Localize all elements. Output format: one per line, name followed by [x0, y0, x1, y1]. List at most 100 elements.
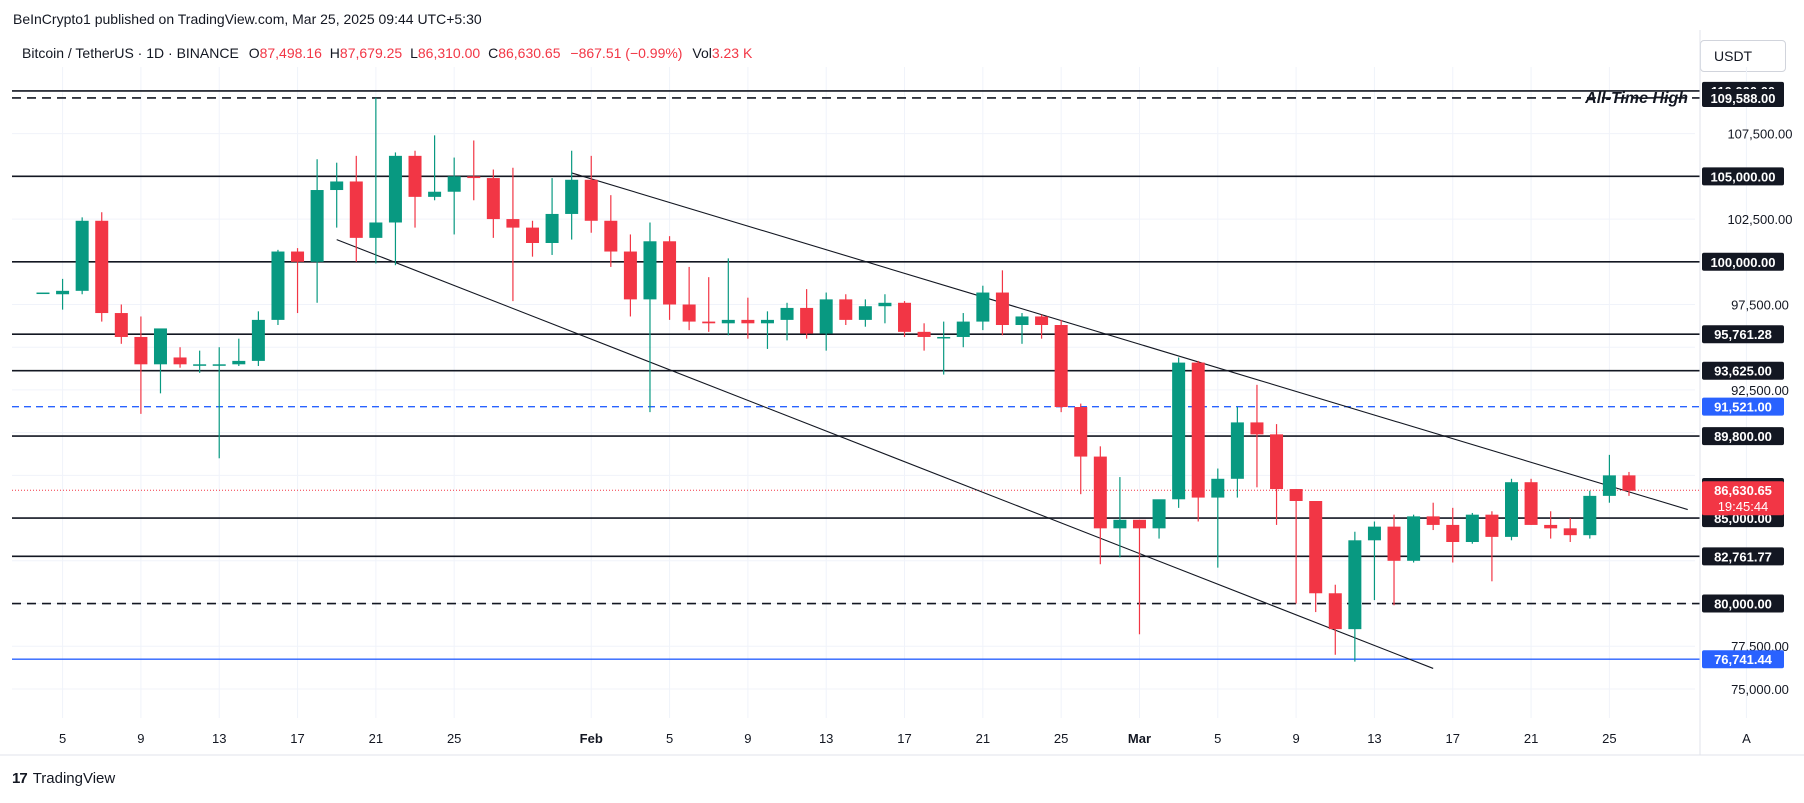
price-badge-label: 105,000.00 — [1710, 169, 1775, 184]
trendline — [571, 172, 1688, 511]
candle-body — [1485, 514, 1499, 537]
x-tick-label: 21 — [1524, 731, 1538, 746]
close-label: C — [488, 45, 499, 61]
y-tick-label: 75,000.00 — [1731, 682, 1789, 697]
ohlc-legend: Bitcoin / TetherUS · 1D · BINANCE O87,49… — [22, 45, 752, 61]
candle-body — [623, 251, 637, 300]
candle-body — [1328, 593, 1342, 630]
x-tick-label: 9 — [1293, 731, 1300, 746]
x-tick-label: 13 — [212, 731, 226, 746]
price-badge — [1702, 547, 1784, 566]
price-badge — [1702, 88, 1784, 107]
candle-body — [1250, 422, 1264, 435]
candle-body — [114, 313, 128, 337]
price-badge — [1702, 594, 1784, 613]
candle-body — [75, 220, 89, 291]
candle-body — [408, 155, 422, 197]
price-badge-label: 89,800.00 — [1714, 429, 1772, 444]
y-tick-label: 107,500.00 — [1727, 127, 1792, 142]
candle-body — [36, 292, 50, 295]
candle-body — [1074, 407, 1088, 457]
candle-body — [878, 302, 892, 307]
price-badge-label: 100,000.00 — [1710, 255, 1775, 270]
open-value: 87,498.16 — [259, 45, 322, 61]
x-tick-label: Feb — [580, 731, 603, 746]
candle-body — [545, 213, 559, 243]
publisher-line: BeInCrypto1 published on TradingView.com… — [13, 11, 482, 27]
candle-body — [388, 155, 402, 223]
x-tick-label: 25 — [1602, 731, 1616, 746]
candle-body — [800, 307, 814, 334]
price-badge-label: 80,000.00 — [1714, 597, 1772, 612]
candle-body — [1465, 514, 1479, 543]
candle-body — [1426, 516, 1440, 525]
price-countdown: 19:45:44 — [1718, 499, 1769, 514]
candle-body — [1622, 475, 1636, 491]
price-badges: 110,000.00109,588.00105,000.00100,000.00… — [1702, 81, 1784, 669]
candle-body — [1172, 362, 1186, 500]
price-badge-label: 86,630.65 — [1714, 483, 1772, 498]
candle-body — [1505, 482, 1518, 537]
level-lines: All-Time High — [12, 90, 1700, 660]
candle-body — [526, 227, 539, 243]
currency-button[interactable]: USDT — [1700, 40, 1786, 72]
open-label: O — [248, 45, 260, 61]
candle-body — [1289, 489, 1303, 501]
candle-body — [898, 302, 912, 332]
x-tick-label: 25 — [447, 731, 461, 746]
price-badge — [1702, 361, 1784, 380]
price-badge — [1702, 397, 1784, 416]
x-tick-label: 25 — [1054, 731, 1068, 746]
price-badge-label: 76,741.44 — [1714, 652, 1773, 667]
candle-body — [1583, 495, 1597, 536]
candle-body — [1446, 524, 1460, 543]
candle-body — [780, 307, 794, 320]
candle-body — [291, 251, 305, 262]
candle-body — [349, 181, 363, 238]
high-value: 87,679.25 — [339, 45, 403, 61]
x-tick-label: Mar — [1128, 731, 1151, 746]
price-badge-label: 109,588.00 — [1710, 91, 1775, 106]
candle-body — [1602, 475, 1616, 496]
level-annotation: All-Time High — [1584, 90, 1688, 107]
candle-body — [95, 220, 109, 314]
x-tick-label: 9 — [137, 731, 144, 746]
x-tick-label: 17 — [897, 731, 911, 746]
symbol-title[interactable]: Bitcoin / TetherUS · 1D · BINANCE — [22, 45, 239, 61]
candle-body — [212, 364, 226, 366]
candle-body — [310, 190, 324, 262]
candle-body — [1309, 501, 1323, 594]
candle-body — [1152, 499, 1166, 529]
candle-body — [1544, 524, 1558, 529]
candle-body — [937, 336, 951, 339]
tradingview-brand: TradingView — [32, 770, 116, 787]
trendline — [336, 239, 1434, 669]
volume-value: 3.23 K — [711, 45, 753, 61]
candle-body — [995, 292, 1009, 326]
candle-body — [1211, 478, 1225, 498]
y-tick-label: 97,500.00 — [1731, 298, 1789, 313]
candle-body — [1407, 516, 1421, 561]
candle-body — [1054, 325, 1068, 408]
candles — [36, 97, 1636, 662]
x-tick-label: 5 — [1214, 731, 1221, 746]
x-tick-label: 5 — [59, 731, 66, 746]
candle-body — [271, 251, 285, 320]
candle-body — [760, 319, 774, 324]
candle-body — [134, 336, 148, 365]
price-badge — [1702, 252, 1784, 271]
candle-body — [1524, 482, 1538, 525]
y-tick-label: 92,500.00 — [1731, 383, 1789, 398]
axes: 5 9 13 17 21 25 Feb 5 9 13 17 21 25 Mar 5 9 13 17 21 25 A 107… — [0, 30, 1804, 756]
y-tick-label: 102,500.00 — [1727, 212, 1792, 227]
x-tick-label: 17 — [290, 731, 304, 746]
x-tick-label: 5 — [666, 731, 673, 746]
candle-body — [1113, 519, 1127, 529]
candle-body — [1270, 434, 1284, 490]
candle-body — [839, 299, 853, 320]
grid-layer — [12, 67, 1747, 718]
candle-body — [976, 292, 990, 322]
tradingview-logo[interactable]: 17 TradingView — [12, 770, 115, 787]
candle-body — [917, 331, 931, 337]
